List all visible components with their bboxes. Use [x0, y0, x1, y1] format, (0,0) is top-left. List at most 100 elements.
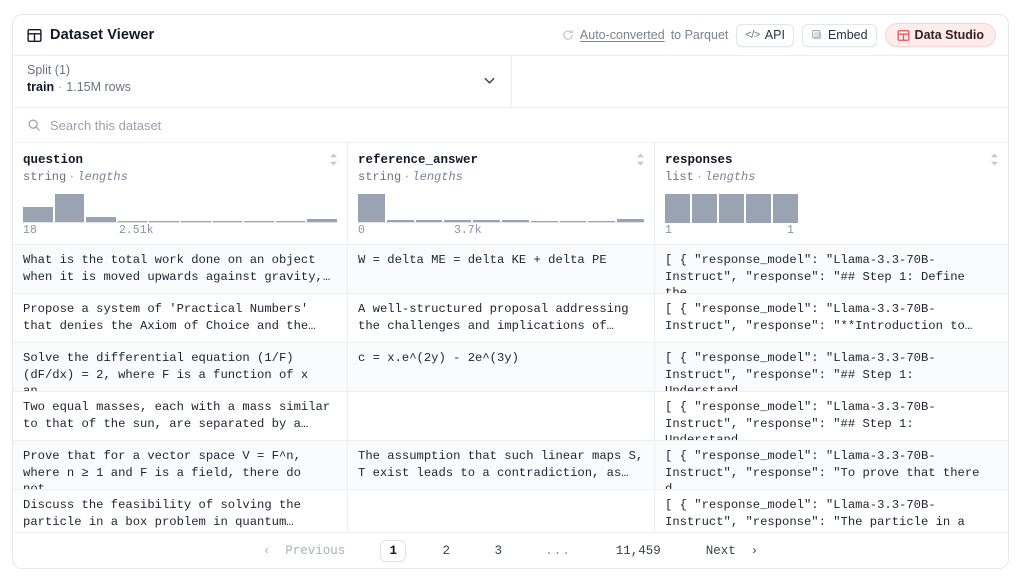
sort-icon[interactable] [989, 153, 1000, 166]
histogram-max-label: 3.7k [454, 224, 482, 237]
histogram-bar [773, 194, 798, 223]
column-histogram: 0 3.7k [358, 194, 644, 238]
auto-converted-note: Auto-converted to Parquet [562, 28, 728, 42]
histogram-bar [473, 220, 500, 222]
split-separator: · [58, 80, 63, 94]
pagination-footer: ‹ Previous 1 2 3 ... 11,459 Next › [13, 532, 1008, 568]
cell-reference-answer [348, 490, 655, 532]
column-type-value: string [358, 170, 402, 184]
data-table: question string · lengths [13, 143, 1008, 532]
histogram-bar [617, 219, 644, 222]
grid-icon [27, 28, 42, 43]
histogram-max-label: 1 [787, 224, 794, 237]
cell-question: Propose a system of 'Practical Numbers' … [13, 294, 348, 342]
auto-converted-suffix: to Parquet [670, 28, 729, 42]
column-header-reference-answer[interactable]: reference_answer string · lengths [348, 143, 655, 244]
cell-responses: [ { "response_model": "Llama-3.3-70B-Ins… [665, 449, 987, 489]
histogram-bar [501, 220, 529, 222]
histogram-bar [665, 194, 690, 223]
table-body: What is the total work done on an object… [13, 245, 1008, 532]
column-type-detail: lengths [77, 170, 128, 184]
refresh-icon [562, 29, 574, 41]
split-bar: Split (1) train · 1.15M rows [13, 56, 1008, 108]
page-button-1[interactable]: 1 [380, 539, 407, 562]
embed-button-label: Embed [827, 28, 868, 42]
cell-question: Prove that for a vector space V = F^n, w… [13, 441, 348, 489]
histogram-bar [415, 220, 443, 222]
cell-reference-answer: A well-structured proposal addressing th… [348, 294, 655, 342]
table-row[interactable]: Prove that for a vector space V = F^n, w… [13, 441, 1008, 490]
cell-responses: [ { "response_model": "Llama-3.3-70B-Ins… [665, 351, 936, 391]
table-header-row: question string · lengths [13, 143, 1008, 245]
table-row[interactable]: Propose a system of 'Practical Numbers' … [13, 294, 1008, 343]
split-label: Split (1) [27, 63, 71, 77]
grid-icon [897, 29, 910, 42]
histogram-min-label: 1 [665, 224, 672, 237]
api-button[interactable]: </> API [736, 23, 794, 47]
histogram-bar [307, 219, 337, 222]
cell-question: Solve the differential equation (1/F)(dF… [13, 343, 348, 391]
column-type-detail: lengths [705, 170, 756, 184]
page-title: Dataset Viewer [50, 27, 155, 43]
cell-reference-answer [348, 392, 655, 440]
histogram-bar [54, 194, 85, 222]
histogram-bar [244, 220, 274, 222]
search-icon [27, 118, 41, 132]
pagination-spacer [406, 540, 434, 562]
histogram-bar [117, 220, 148, 222]
cell-question: Two equal masses, each with a mass simil… [13, 392, 348, 440]
histogram-bar [530, 220, 558, 222]
split-selector[interactable]: Split (1) train · 1.15M rows [13, 56, 512, 107]
column-type: string · lengths [23, 170, 128, 184]
column-type-value: string [23, 170, 67, 184]
search-bar[interactable]: Search this dataset [13, 108, 1008, 143]
auto-converted-link[interactable]: Auto-converted [579, 28, 665, 42]
last-page-button[interactable]: 11,459 [615, 543, 661, 558]
page-button-3[interactable]: 3 [494, 543, 502, 558]
histogram-bar [746, 194, 771, 223]
column-header-question[interactable]: question string · lengths [13, 143, 348, 244]
histogram-bar [386, 220, 414, 222]
histogram-bar [275, 221, 306, 222]
table-row[interactable]: Two equal masses, each with a mass simil… [13, 392, 1008, 441]
cell-reference-answer: c = x.e^(2y) - 2e^(3y) [348, 343, 655, 391]
pagination-spacer [578, 540, 606, 562]
histogram-bar [86, 217, 116, 222]
cell-responses: [ { "response_model": "Llama-3.3-70B-Ins… [665, 400, 936, 440]
histogram-axis: 1 1 [665, 223, 998, 238]
sort-icon[interactable] [635, 153, 646, 166]
column-histogram: 1 1 [665, 194, 998, 238]
column-histogram: 18 2.51k [23, 194, 337, 238]
previous-page-button[interactable]: ‹ Previous [256, 540, 352, 562]
table-row[interactable]: What is the total work done on an object… [13, 245, 1008, 294]
next-page-button[interactable]: Next › [699, 540, 765, 562]
histogram-bar [23, 206, 53, 222]
data-studio-button[interactable]: Data Studio [884, 23, 996, 47]
histogram-axis: 0 3.7k [358, 223, 644, 238]
histogram-bar [358, 194, 385, 222]
embed-button[interactable]: Embed [801, 23, 877, 47]
column-header-responses[interactable]: responses list · lengths [655, 143, 1008, 244]
split-name: train [27, 80, 55, 94]
search-input[interactable]: Search this dataset [50, 117, 162, 133]
sort-icon[interactable] [328, 153, 339, 166]
histogram-min-label: 18 [23, 224, 37, 237]
split-value: train · 1.15M rows [27, 80, 131, 95]
dataset-viewer-panel: Dataset Viewer Auto-converted to Parquet… [12, 14, 1009, 569]
histogram-bars [23, 194, 337, 223]
page-button-2[interactable]: 2 [442, 543, 450, 558]
table-row[interactable]: Discuss the feasibility of solving the p… [13, 490, 1008, 532]
column-type: string · lengths [358, 170, 463, 184]
pagination-spacer [671, 540, 699, 562]
split-rows: 1.15M rows [66, 80, 131, 94]
histogram-bar [692, 194, 717, 223]
column-name: responses [665, 153, 733, 167]
chevron-down-icon[interactable] [482, 73, 497, 88]
cell-responses: [ { "response_model": "Llama-3.3-70B-Ins… [665, 302, 973, 333]
histogram-bar [444, 220, 472, 222]
histogram-bar [180, 220, 211, 222]
table-row[interactable]: Solve the differential equation (1/F)(dF… [13, 343, 1008, 392]
data-studio-button-label: Data Studio [914, 28, 984, 42]
histogram-bars [358, 194, 644, 223]
column-name: question [23, 153, 84, 167]
